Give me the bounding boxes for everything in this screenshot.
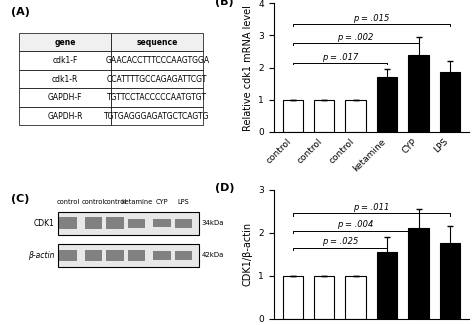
- Bar: [58, 212, 199, 235]
- Text: 42kDa: 42kDa: [201, 253, 224, 258]
- Bar: [106, 217, 124, 229]
- Bar: [409, 55, 429, 132]
- Text: p = .002: p = .002: [337, 33, 374, 43]
- Bar: [283, 276, 303, 318]
- Text: (C): (C): [11, 194, 30, 204]
- Bar: [346, 100, 366, 132]
- Bar: [346, 276, 366, 318]
- Bar: [440, 243, 460, 318]
- Text: p = .004: p = .004: [337, 220, 374, 229]
- Bar: [314, 276, 335, 318]
- Y-axis label: Relative cdk1 mRNA level: Relative cdk1 mRNA level: [243, 5, 253, 131]
- Text: (A): (A): [11, 7, 30, 17]
- Bar: [128, 250, 146, 261]
- Text: (D): (D): [215, 183, 235, 193]
- Bar: [175, 219, 192, 228]
- Bar: [440, 72, 460, 132]
- Bar: [153, 251, 171, 260]
- Text: LPS: LPS: [178, 199, 190, 205]
- Text: p = .011: p = .011: [353, 203, 390, 212]
- Bar: [409, 228, 429, 318]
- Text: control: control: [103, 199, 127, 205]
- Bar: [58, 244, 199, 267]
- Text: ketamine: ketamine: [121, 199, 152, 205]
- Text: control: control: [56, 199, 80, 205]
- Bar: [283, 100, 303, 132]
- Text: 34kDa: 34kDa: [201, 220, 224, 226]
- Bar: [59, 250, 77, 261]
- Y-axis label: CDK1/β-actin: CDK1/β-actin: [243, 222, 253, 286]
- Text: CYP: CYP: [156, 199, 168, 205]
- Bar: [377, 77, 397, 132]
- Bar: [59, 217, 77, 229]
- Text: control: control: [82, 199, 105, 205]
- Bar: [85, 250, 102, 261]
- Bar: [314, 100, 335, 132]
- Bar: [106, 250, 124, 261]
- Bar: [128, 219, 146, 228]
- Bar: [153, 219, 171, 227]
- Text: p = .017: p = .017: [322, 53, 358, 62]
- Bar: [175, 251, 192, 260]
- Text: β-actin: β-actin: [28, 251, 55, 260]
- Text: CDK1: CDK1: [34, 219, 55, 228]
- Text: (B): (B): [215, 0, 234, 7]
- Bar: [377, 252, 397, 318]
- Text: p = .015: p = .015: [353, 14, 390, 23]
- Bar: [85, 217, 102, 229]
- Text: p = .025: p = .025: [322, 238, 358, 246]
